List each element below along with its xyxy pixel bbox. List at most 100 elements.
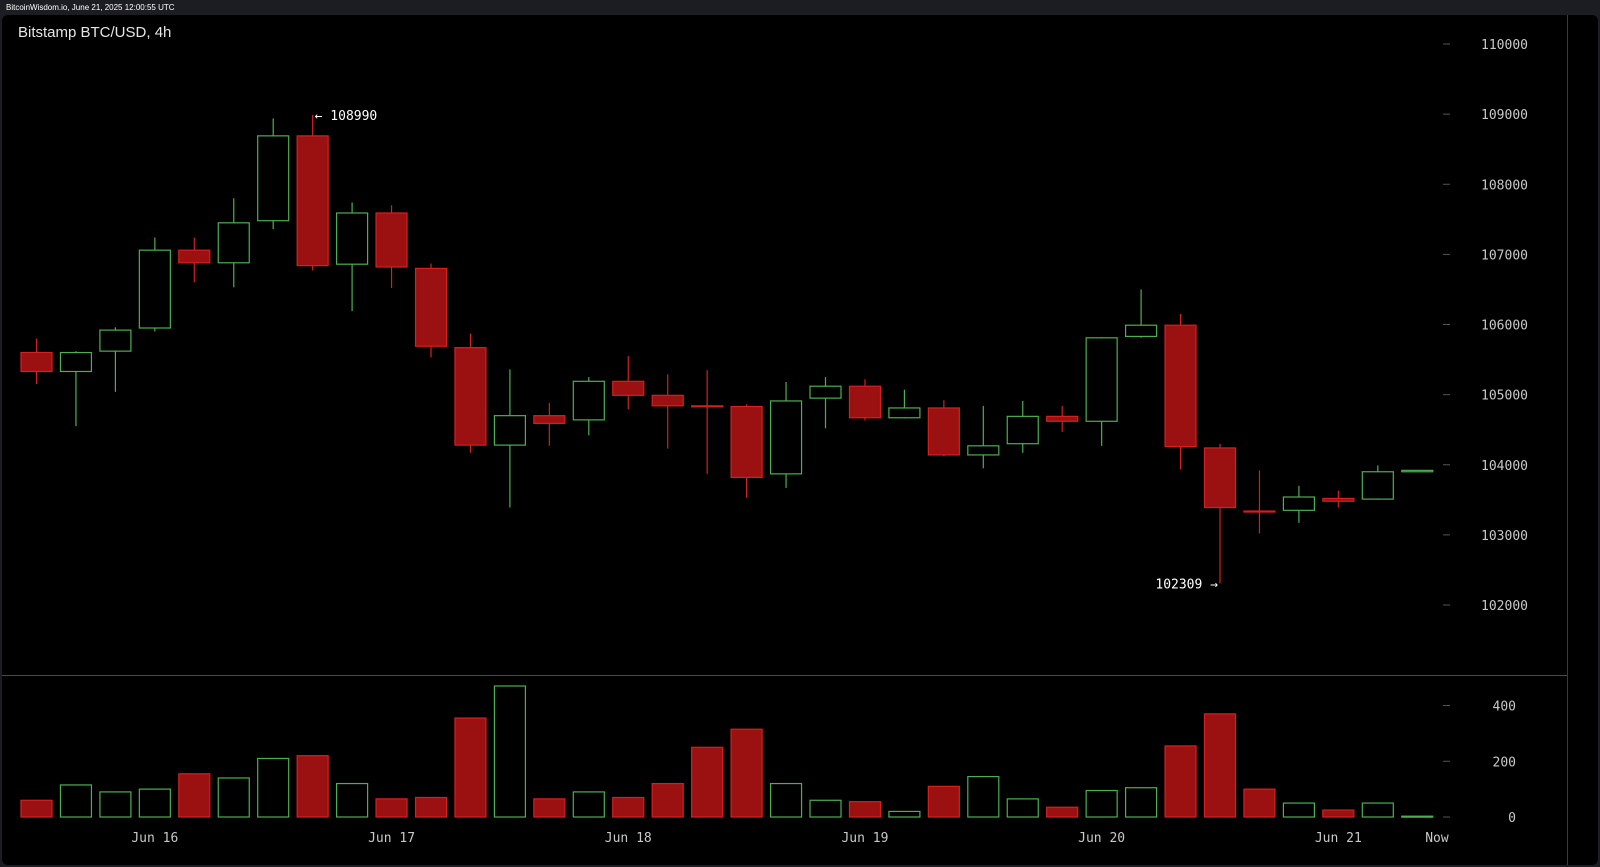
volume-bar[interactable] <box>217 777 250 818</box>
volume-bar[interactable] <box>1046 806 1079 818</box>
volume-bar[interactable] <box>1006 798 1039 818</box>
volume-bar[interactable] <box>1124 787 1158 818</box>
candle[interactable] <box>848 379 882 421</box>
candle[interactable] <box>888 389 921 419</box>
volume-bar[interactable] <box>1282 802 1316 818</box>
volume-bar[interactable] <box>375 798 408 818</box>
candle-body <box>1243 510 1276 513</box>
time-tick-label: Jun 16 <box>131 831 178 846</box>
candle-body <box>1085 337 1118 422</box>
candle-body <box>1282 496 1316 511</box>
price-tick-label: 103000 <box>1481 529 1528 544</box>
volume-bar[interactable] <box>967 775 1000 818</box>
candle[interactable] <box>1282 485 1316 523</box>
volume-bar[interactable] <box>848 801 882 818</box>
volume-bar[interactable] <box>296 755 329 818</box>
candle[interactable] <box>1164 313 1197 470</box>
volume-bar[interactable] <box>533 798 566 818</box>
candle[interactable] <box>967 405 1000 469</box>
volume-bar[interactable] <box>178 773 211 818</box>
volume-bar[interactable] <box>454 717 487 818</box>
candle-body <box>848 385 882 419</box>
volume-bar[interactable] <box>1243 788 1276 818</box>
volume-bar[interactable] <box>20 799 53 818</box>
candle[interactable] <box>691 370 724 474</box>
candle-body <box>217 222 250 264</box>
volume-bar[interactable] <box>730 728 763 818</box>
volume-bar[interactable] <box>59 784 93 818</box>
candle-body <box>888 407 921 419</box>
volume-bar[interactable] <box>888 810 921 818</box>
candle-body <box>1124 324 1158 338</box>
volume-bar[interactable] <box>612 796 645 818</box>
candle-body <box>1046 415 1079 422</box>
volume-bar[interactable] <box>651 782 684 818</box>
candle-body <box>138 249 171 329</box>
candle[interactable] <box>769 382 803 488</box>
volume-bar[interactable] <box>927 785 960 818</box>
volume-bar[interactable] <box>572 791 605 818</box>
candle[interactable] <box>296 114 329 271</box>
candle[interactable] <box>1361 465 1394 500</box>
volume-axis: 0 200 400 <box>1443 700 1516 826</box>
candle-body <box>1164 324 1197 448</box>
candle[interactable] <box>257 118 290 230</box>
candle[interactable] <box>99 327 132 392</box>
candle[interactable] <box>809 377 842 429</box>
time-tick-label: Jun 19 <box>841 831 888 846</box>
chart-canvas[interactable]: Bitstamp BTC/USD, 4h 1020001030001040001… <box>2 15 1598 865</box>
candle-body <box>691 405 724 408</box>
candle[interactable] <box>572 377 605 436</box>
candle-body <box>375 212 408 268</box>
candle-body <box>927 407 960 456</box>
candle-body <box>572 380 605 421</box>
candle[interactable] <box>178 237 211 283</box>
candle-body <box>178 249 211 264</box>
volume-bar[interactable] <box>336 782 369 818</box>
candle[interactable] <box>533 403 566 446</box>
candle[interactable] <box>1401 469 1434 473</box>
candle[interactable] <box>730 404 763 498</box>
price-tick-label: 104000 <box>1481 459 1528 474</box>
candle[interactable] <box>1046 405 1079 432</box>
candle[interactable] <box>59 351 93 427</box>
volume-bar[interactable] <box>1401 815 1434 818</box>
candle[interactable] <box>651 374 684 449</box>
candle[interactable] <box>414 263 448 358</box>
volume-bar[interactable] <box>809 799 842 818</box>
volume-bar[interactable] <box>691 746 724 818</box>
candle[interactable] <box>1243 470 1276 534</box>
candle[interactable] <box>375 205 408 289</box>
candle[interactable] <box>138 237 171 332</box>
candle[interactable] <box>1124 289 1158 338</box>
time-axis: Jun 16 Jun 17 Jun 18 Jun 19 Jun 20 Jun 21 Now <box>131 831 1449 846</box>
candle[interactable] <box>927 400 960 457</box>
volume-bar[interactable] <box>414 796 448 818</box>
candle[interactable] <box>1203 443 1237 584</box>
candle[interactable] <box>217 198 250 288</box>
volume-bar[interactable] <box>138 788 171 818</box>
volume-bar[interactable] <box>769 782 803 818</box>
volume-bar[interactable] <box>257 757 290 818</box>
volume-bar[interactable] <box>493 685 526 818</box>
candle-body <box>414 267 448 347</box>
candle[interactable] <box>1085 337 1118 446</box>
high-price-annotation: ← 108990 <box>315 109 378 124</box>
candle[interactable] <box>454 333 487 453</box>
candle[interactable] <box>20 338 53 385</box>
volume-bar[interactable] <box>1164 745 1197 818</box>
volume-bar[interactable] <box>1361 802 1394 818</box>
candle[interactable] <box>1006 400 1039 453</box>
volume-bar[interactable] <box>1322 809 1355 818</box>
candle[interactable] <box>336 202 369 312</box>
volume-bar[interactable] <box>99 791 132 818</box>
candle-body <box>769 400 803 475</box>
volume-bar[interactable] <box>1085 789 1118 818</box>
candle[interactable] <box>1322 490 1355 508</box>
candle[interactable] <box>612 356 645 410</box>
candle[interactable] <box>493 369 526 508</box>
volume-bar[interactable] <box>1203 713 1237 818</box>
chart-panel[interactable]: Bitstamp BTC/USD, 4h 102000 103000 104000 1… <box>2 15 1598 865</box>
candle-body <box>967 445 1000 456</box>
candle-body <box>20 351 53 373</box>
